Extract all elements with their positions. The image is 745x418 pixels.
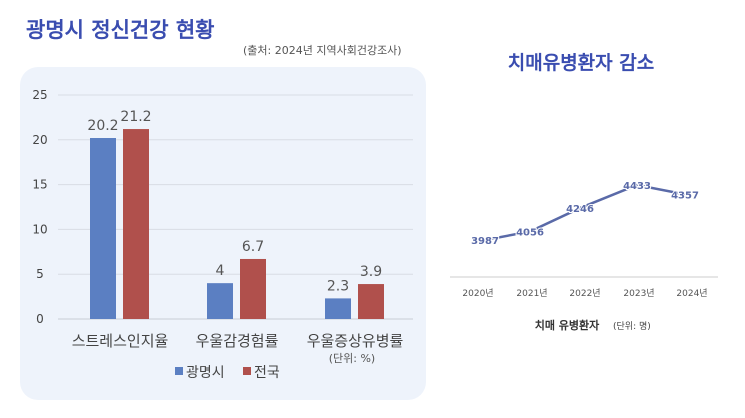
category-label: 우울증상유병률 — [307, 332, 404, 350]
data-label: 4357 — [671, 190, 699, 201]
x-tick-label: 2020년 — [462, 288, 493, 299]
legend-label: 광명시 — [186, 365, 225, 381]
bar-gwangmyeong — [207, 283, 233, 319]
bar-national — [240, 258, 266, 319]
y-tick-label: 0 — [36, 312, 44, 326]
page-title: 광명시 정신건강 현황 — [26, 18, 215, 42]
source-note: (출처: 2024년 지역사회건강조사) — [243, 44, 402, 57]
series-line — [484, 183, 686, 242]
data-label: 4 — [216, 263, 225, 279]
y-tick-label: 25 — [32, 88, 47, 102]
data-label: 21.2 — [120, 109, 151, 125]
line-chart-title: 치매유병환자 감소 — [507, 52, 655, 74]
data-label: 6.7 — [242, 239, 264, 255]
x-tick-label: 2021년 — [516, 288, 547, 299]
data-label: 4056 — [516, 227, 544, 238]
bar-gwangmyeong — [90, 138, 116, 319]
category-label: 스트레스인지율 — [72, 332, 169, 350]
bar-chart-panel — [20, 67, 426, 400]
data-label: 4246 — [566, 204, 594, 215]
data-label: 20.2 — [87, 118, 118, 134]
y-tick-label: 20 — [32, 133, 47, 147]
category-label: 우울감경험률 — [196, 332, 279, 350]
data-label: 3987 — [471, 236, 499, 247]
x-tick-label: 2023년 — [623, 288, 654, 299]
y-tick-label: 10 — [32, 222, 47, 236]
x-axis-label: 치매 유병환자 — [535, 318, 600, 332]
x-tick-label: 2022년 — [569, 288, 600, 299]
legend-swatch-national — [243, 367, 251, 375]
bar-gwangmyeong — [325, 298, 351, 319]
data-label: 2.3 — [327, 278, 349, 294]
legend-swatch-gwangmyeong — [175, 367, 183, 375]
legend-label: 전국 — [254, 365, 280, 381]
y-tick-label: 15 — [32, 178, 47, 192]
y-tick-label: 5 — [36, 267, 44, 281]
x-tick-label: 2024년 — [676, 288, 707, 299]
data-label: 4433 — [623, 181, 651, 192]
bar-national — [123, 129, 149, 319]
bar-national — [358, 284, 384, 319]
data-label: 3.9 — [360, 264, 382, 280]
x-axis-unit: (단위: 명) — [613, 321, 651, 332]
unit-note: (단위: %) — [329, 352, 375, 365]
